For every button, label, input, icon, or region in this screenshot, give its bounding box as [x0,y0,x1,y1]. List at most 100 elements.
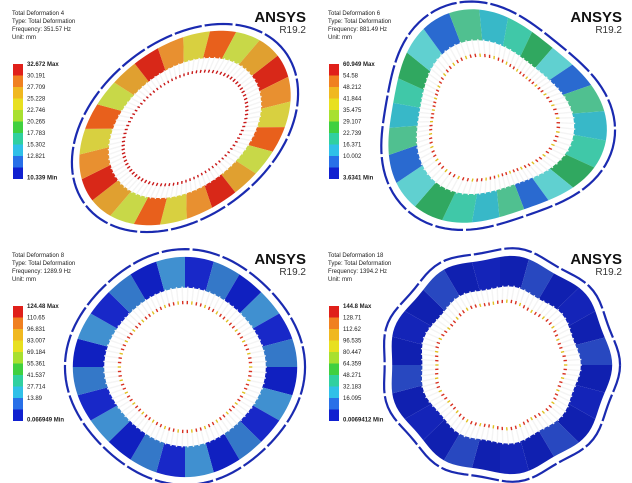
tooth-tip [471,421,472,424]
tooth-tip [549,101,552,102]
tooth-tip [152,182,154,185]
tooth [418,117,431,118]
tooth-tip [515,301,516,304]
tooth [423,88,435,94]
tooth-tip [127,337,130,339]
header-line: Unit: mm [328,35,352,41]
tooth [462,181,467,194]
tooth [250,381,264,384]
tooth [251,356,265,358]
tooth-tip [244,345,247,346]
tooth [201,57,204,70]
tooth [146,83,153,91]
legend-label: 69.184 [27,350,46,356]
tooth-tip [129,169,132,171]
tooth [560,128,575,130]
tooth [419,108,432,110]
tooth [124,177,135,188]
tooth [559,391,572,397]
tooth [421,369,435,370]
tooth [248,101,262,106]
tooth [423,337,437,342]
tooth-tip [558,386,561,387]
panel: Total Deformation 18Type: Total Deformat… [328,248,622,482]
tooth-tip [225,155,227,156]
tooth [566,374,580,376]
tooth-tip [216,311,218,314]
tooth [165,431,168,445]
legend-swatch [13,387,23,399]
tooth-tip [453,63,455,66]
tooth-tip [196,70,197,73]
tooth [174,66,176,77]
tooth-tip [122,153,125,154]
tooth [425,332,438,338]
tooth [525,292,530,305]
tooth-tip [471,306,472,309]
tooth-tip [520,72,522,74]
tooth-tip [125,163,128,165]
tooth [468,182,472,195]
tooth [422,383,436,387]
tooth [486,428,488,442]
tooth [486,289,488,303]
tooth [155,294,160,307]
tooth-tip [535,85,537,87]
tooth-tip [121,349,124,350]
tooth [235,69,246,80]
tooth-tip [200,70,201,73]
tooth-tip [247,380,250,381]
tooth-tip [523,74,525,76]
tooth [470,291,475,304]
tooth-tip [551,105,554,106]
legend-label: 10.339 Min [27,176,58,182]
tooth [421,374,435,376]
tooth-tip [229,409,231,411]
tooth-tip [538,87,541,89]
tooth [179,64,180,75]
tooth [507,49,511,62]
tooth [252,361,267,362]
tooth-tip [120,353,123,354]
tooth [249,345,263,349]
tooth-tip [122,141,125,142]
tooth [109,340,122,345]
tooth-tip [461,58,462,61]
tooth-tip [430,146,433,147]
tooth-tip [539,157,542,159]
tooth [555,146,569,152]
tooth-tip [441,394,444,396]
tooth [192,433,194,447]
tooth-tip [160,183,161,186]
legend-swatch [329,156,339,168]
tooth-tip [556,390,559,391]
tooth [416,126,429,127]
tooth [552,97,565,101]
tooth-tip [475,305,476,308]
tooth-tip [532,82,534,84]
tooth [502,430,503,444]
tooth-tip [436,347,439,348]
tooth [242,134,254,135]
tooth [511,52,516,64]
legend-swatch [329,364,339,376]
tooth [229,63,239,75]
tooth-tip [138,323,140,325]
tooth-tip [123,345,126,346]
tooth-tip [480,423,481,426]
header-line: Type: Total Deformation [328,19,391,25]
tooth [512,286,515,300]
tooth [192,59,194,71]
tooth [503,176,506,188]
tooth [507,285,509,299]
legend-swatch [13,364,23,376]
tooth-tip [534,415,536,418]
tooth-tip [205,171,206,173]
tooth-tip [552,402,555,404]
tooth-tip [142,320,144,322]
tooth [557,141,571,146]
tooth [248,111,262,114]
tooth [249,385,263,389]
tooth [206,429,210,442]
tooth [107,345,121,349]
